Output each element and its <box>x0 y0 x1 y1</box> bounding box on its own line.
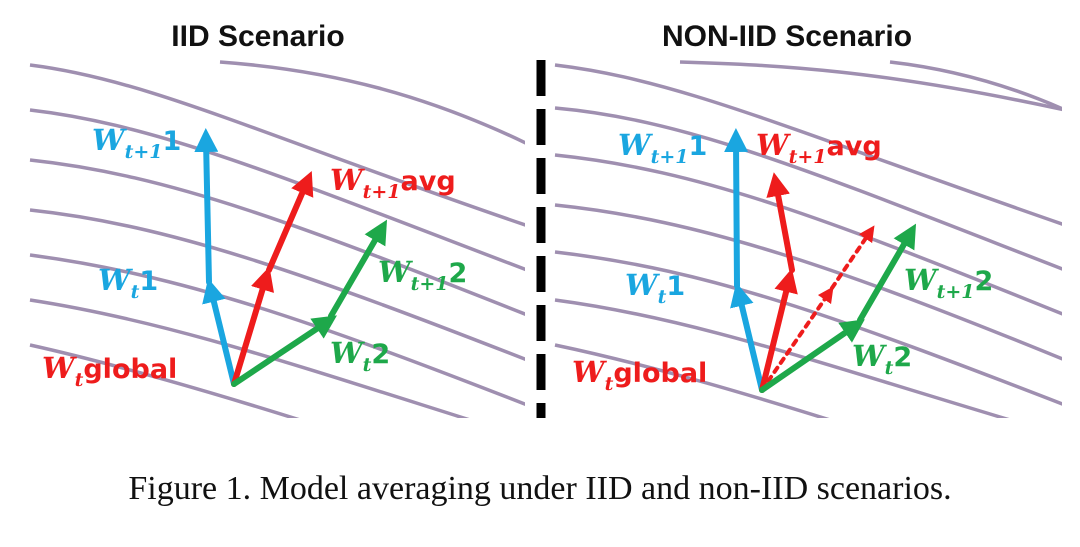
label-w-t1-avg-left: Wt+1avg <box>330 163 456 203</box>
label-w-t1-1-right: Wt+11 <box>618 128 707 168</box>
arrow-client1-step1 <box>730 282 765 393</box>
arrow-avg-step1 <box>759 268 798 393</box>
label-w-t1-2-left: Wt+12 <box>378 255 467 295</box>
label-w-t-global-right: Wtglobal <box>572 355 707 395</box>
label-w-t1-1-left: Wt+11 <box>92 123 181 163</box>
arrow-avg-step2 <box>766 172 795 273</box>
iid-arrows <box>194 128 388 387</box>
arrow-avg-step2 <box>266 170 314 273</box>
arrow-client1-step2 <box>194 128 219 285</box>
label-w-t-2-right: Wt2 <box>852 339 912 379</box>
label-w-t1-avg-right: Wt+1avg <box>756 128 882 168</box>
figure-caption: Figure 1. Model averaging under IID and … <box>128 470 952 507</box>
label-w-t-2-left: Wt2 <box>330 336 390 376</box>
label-w-t-global-left: Wtglobal <box>42 351 177 391</box>
arrow-client2-step2 <box>328 219 388 319</box>
title-non-iid: NON-IID Scenario <box>662 20 912 53</box>
arrow-client2-step1 <box>231 315 337 387</box>
arrow-client1-step1 <box>202 278 237 387</box>
label-w-t1-2-right: Wt+12 <box>904 263 993 303</box>
non-iid-arrows <box>724 128 917 393</box>
arrow-avg-step1 <box>231 266 275 387</box>
label-w-t-1-left: Wt1 <box>98 263 158 303</box>
arrow-client1-step2 <box>724 128 749 289</box>
arrow-ideal-dotted-step2 <box>830 225 875 290</box>
arrow-client2-step1 <box>759 319 865 393</box>
arrow-ideal-dotted-step1 <box>760 286 834 392</box>
arrow-client2-step2 <box>857 223 917 323</box>
label-w-t-1-right: Wt1 <box>625 268 685 308</box>
title-iid: IID Scenario <box>171 20 344 53</box>
